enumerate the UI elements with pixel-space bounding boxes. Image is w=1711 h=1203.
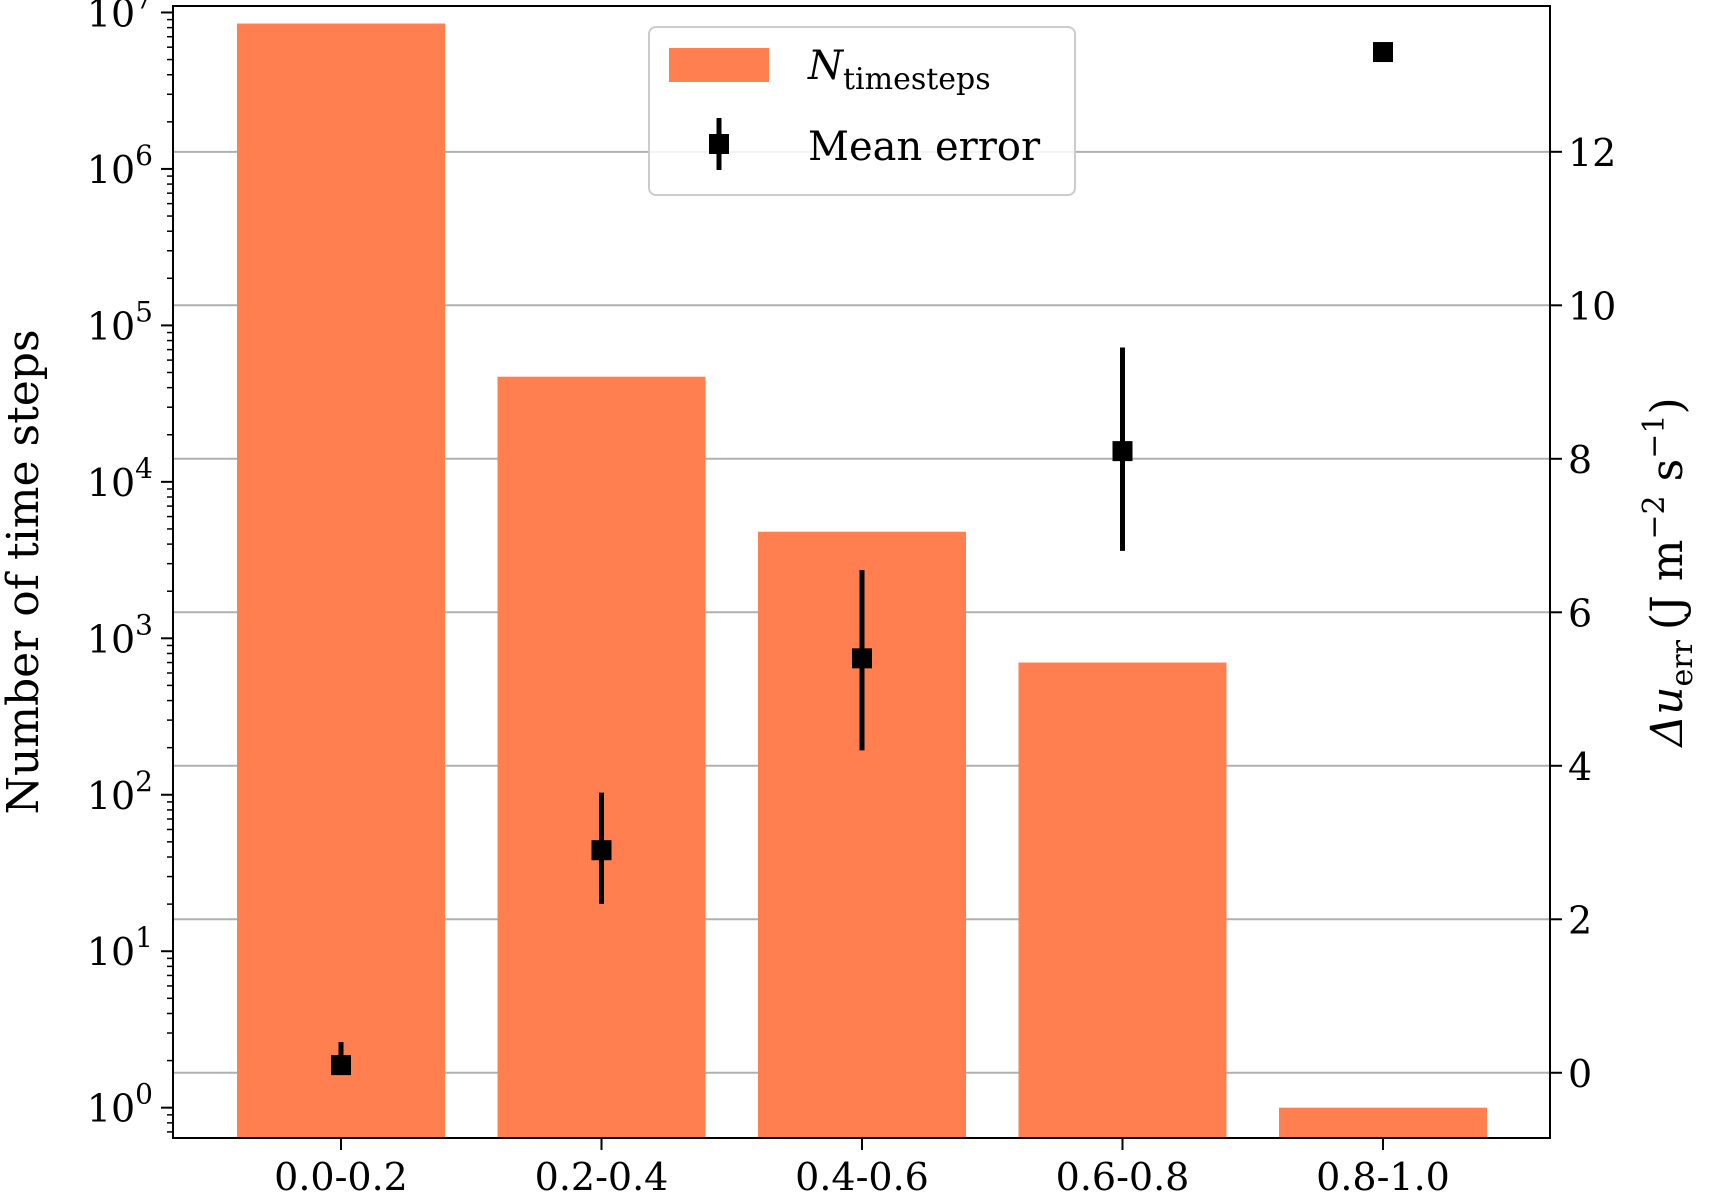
right-tick-label: 6 (1568, 591, 1592, 635)
bars (237, 23, 1487, 1139)
x-tick-label: 0.6-0.8 (1056, 1155, 1190, 1199)
bar (1279, 1107, 1487, 1138)
x-tick-label: 0.2-0.4 (535, 1155, 669, 1199)
bar (497, 376, 706, 1138)
bar (1018, 662, 1227, 1138)
x-tick-label: 0.4-0.6 (795, 1155, 929, 1199)
right-tick-label: 0 (1568, 1052, 1592, 1096)
left-tick-label: 104 (87, 452, 153, 505)
error-marker (1112, 441, 1133, 462)
legend-errorbar-label: Mean error (808, 124, 1041, 170)
right-tick-label: 10 (1568, 284, 1616, 328)
x-tick-label: 0.8-1.0 (1316, 1155, 1450, 1199)
right-label-close: ) (1642, 397, 1693, 414)
legend-bar-label: Ntimesteps (807, 43, 991, 97)
error-marker (852, 648, 872, 669)
legend-bar-swatch (669, 48, 769, 82)
legend-errorbar-marker (709, 134, 729, 154)
left-axis-ticks: 100 101 102 103 104 105 106 107 (87, 0, 173, 1133)
x-axis-ticks: 0.0-0.2 0.2-0.4 0.4-0.6 0.6-0.8 0.8-1.0 (274, 1138, 1450, 1199)
right-label-sub: err (1665, 639, 1700, 686)
error-marker (591, 840, 612, 861)
legend: Ntimesteps Mean error (648, 26, 1076, 196)
x-tick-label: 0.0-0.2 (274, 1155, 408, 1199)
right-label-mid: s (1642, 459, 1693, 496)
right-label-exp1: −2 (1637, 495, 1672, 539)
left-tick-label: 105 (87, 295, 153, 348)
right-tick-label: 8 (1568, 438, 1592, 482)
right-axis-label: Δuerr (J m−2 s−1) (1637, 397, 1700, 748)
left-tick-label: 101 (87, 921, 153, 974)
right-tick-label: 4 (1568, 745, 1592, 789)
left-tick-label: 107 (87, 0, 153, 35)
right-label-exp2: −1 (1637, 415, 1672, 459)
error-marker (1373, 42, 1393, 63)
left-tick-label: 106 (87, 139, 153, 192)
left-tick-label: 102 (87, 765, 153, 818)
error-marker (331, 1055, 351, 1076)
right-tick-label: 2 (1568, 898, 1592, 942)
left-tick-label: 100 (87, 1078, 153, 1131)
right-tick-label: 12 (1568, 131, 1616, 175)
left-tick-label: 103 (87, 608, 153, 661)
error-points (331, 42, 1393, 1076)
right-label-units: (J m (1642, 540, 1693, 631)
left-axis-label: Number of time steps (0, 329, 49, 814)
bar (237, 23, 445, 1139)
right-label-delta-u: Δu (1642, 687, 1693, 749)
right-axis-ticks: 0 2 4 6 8 10 12 (1550, 131, 1616, 1096)
